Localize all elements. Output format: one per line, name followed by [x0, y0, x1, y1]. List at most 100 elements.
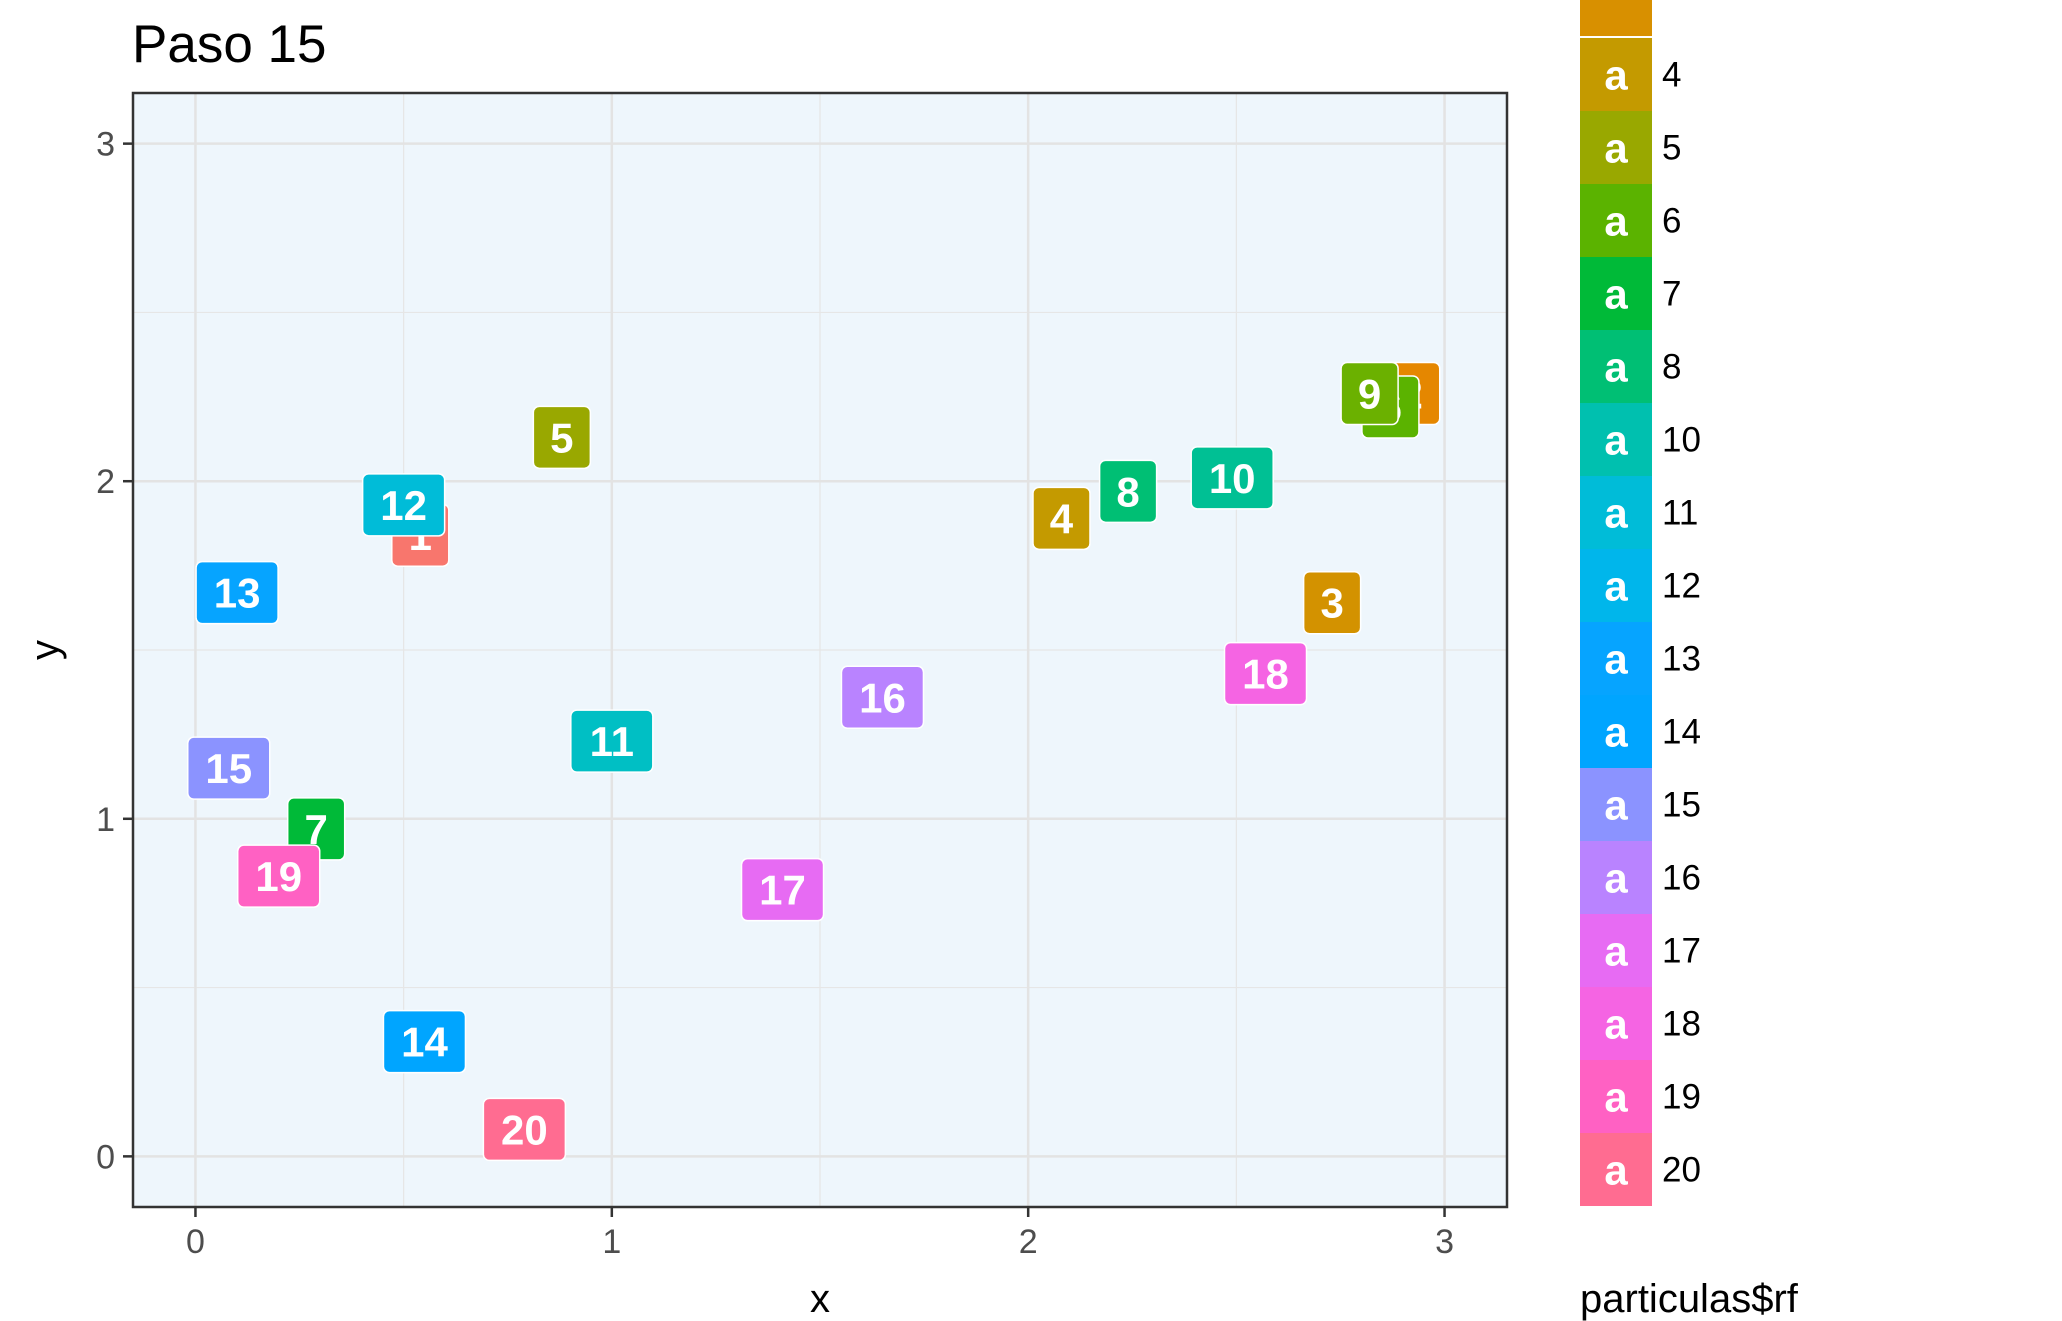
legend-key	[1580, 403, 1652, 476]
legend-title: particulas$rf	[1580, 1277, 1799, 1321]
legend-label: 4	[1662, 56, 1681, 95]
point-label-4: 4	[1032, 486, 1091, 551]
legend: a 4a 5a 6a 7a 8a 10a 11a 12a 13a 14a 15a 16a 17a 18a 19…	[1580, 0, 1701, 1206]
legend-item-16: a 16	[1580, 841, 1701, 914]
legend-key-partial	[1580, 0, 1652, 36]
legend-item-19: a 19	[1580, 1060, 1701, 1133]
legend-key-glyph: a	[1604, 1074, 1628, 1121]
point-label-17: 17	[740, 857, 825, 922]
data-labels-layer: 1269512134810318161115719171420	[187, 361, 1441, 1162]
legend-item-13: a 13	[1580, 622, 1701, 695]
legend-item-15: a 15	[1580, 768, 1701, 841]
point-label-box	[1340, 361, 1399, 426]
legend-key	[1580, 1060, 1652, 1133]
legend-label: 7	[1662, 275, 1681, 314]
legend-label: 11	[1662, 494, 1698, 533]
legend-key-glyph: a	[1604, 490, 1628, 537]
legend-key	[1580, 768, 1652, 841]
legend-key	[1580, 549, 1652, 622]
legend-key	[1580, 330, 1652, 403]
legend-key	[1580, 184, 1652, 257]
legend-key-glyph: a	[1604, 125, 1628, 172]
legend-key-glyph: a	[1604, 271, 1628, 318]
legend-item-17: a 17	[1580, 914, 1701, 987]
legend-key-glyph: a	[1604, 52, 1628, 99]
legend-key	[1580, 38, 1652, 111]
legend-label: 8	[1662, 348, 1681, 387]
legend-item-14: a 14	[1580, 695, 1701, 768]
x-axis-title: x	[810, 1277, 830, 1321]
point-label-text: 3	[1320, 580, 1343, 627]
point-label-10: 10	[1190, 446, 1274, 510]
point-label-14: 14	[382, 1009, 467, 1074]
point-label-box	[187, 736, 271, 800]
legend-label: 15	[1662, 786, 1701, 825]
point-label-text: 18	[1242, 651, 1289, 698]
point-label-box	[382, 1009, 467, 1074]
x-tick-label: 1	[602, 1223, 621, 1261]
legend-label: 10	[1662, 421, 1701, 460]
point-label-8: 8	[1098, 459, 1158, 524]
legend-item-12: a 12	[1580, 549, 1701, 622]
legend-item-10: a 10	[1580, 403, 1701, 476]
legend-key-glyph: a	[1604, 1001, 1628, 1048]
chart-title: Paso 15	[132, 15, 326, 74]
legend-key-glyph: a	[1604, 928, 1628, 975]
point-label-text: 7	[305, 806, 328, 853]
point-label-text: 5	[550, 414, 573, 461]
legend-key	[1580, 476, 1652, 549]
legend-key-glyph: a	[1604, 417, 1628, 464]
legend-key-glyph: a	[1604, 636, 1628, 683]
legend-key-glyph: a	[1604, 198, 1628, 245]
point-label-3: 3	[1302, 570, 1362, 635]
point-label-text: 8	[1116, 468, 1139, 515]
legend-key	[1580, 987, 1652, 1060]
point-label-text: 20	[501, 1106, 548, 1153]
legend-label: 16	[1662, 859, 1701, 898]
y-tick-label: 2	[96, 463, 115, 501]
point-label-13: 13	[195, 560, 279, 625]
point-label-15: 15	[187, 736, 271, 800]
point-label-9: 9	[1340, 361, 1399, 426]
x-tick-label: 2	[1019, 1223, 1038, 1261]
y-tick-label: 1	[96, 801, 115, 839]
point-label-box	[482, 1097, 567, 1162]
point-label-text: 16	[859, 674, 906, 721]
legend-key	[1580, 1133, 1652, 1206]
point-label-12: 12	[361, 473, 446, 537]
legend-label: 13	[1662, 640, 1701, 679]
point-label-box	[570, 709, 654, 773]
legend-key	[1580, 841, 1652, 914]
point-label-text: 4	[1050, 495, 1074, 542]
legend-key	[1580, 257, 1652, 330]
point-label-text: 11	[590, 718, 634, 765]
legend-key	[1580, 695, 1652, 768]
point-label-11: 11	[570, 709, 654, 773]
legend-key	[1580, 111, 1652, 184]
point-label-text: 15	[205, 745, 252, 792]
y-tick-label: 3	[96, 126, 115, 164]
point-label-box	[1032, 486, 1091, 551]
point-label-5: 5	[532, 405, 592, 470]
point-label-16: 16	[840, 665, 925, 730]
point-label-text: 14	[401, 1019, 448, 1066]
legend-label: 18	[1662, 1005, 1701, 1044]
legend-label: 6	[1662, 202, 1681, 241]
point-label-box	[1190, 446, 1274, 510]
legend-key-glyph: a	[1604, 344, 1628, 391]
legend-label: 17	[1662, 932, 1701, 971]
legend-label: 5	[1662, 129, 1681, 168]
point-label-box	[1098, 459, 1158, 524]
point-label-20: 20	[482, 1097, 567, 1162]
point-label-box	[195, 560, 279, 625]
point-label-7: 7	[286, 797, 346, 861]
point-label-text: 12	[380, 482, 427, 529]
legend-key-glyph: a	[1604, 782, 1628, 829]
